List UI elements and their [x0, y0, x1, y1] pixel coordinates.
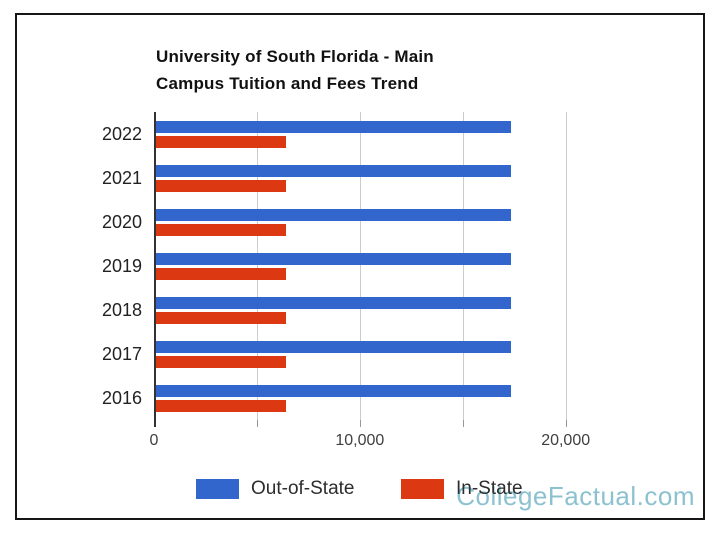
y-axis-label: 2021 [101, 167, 142, 188]
y-axis-label: 2018 [101, 299, 142, 320]
chart-title-line2: Campus Tuition and Fees Trend [156, 74, 419, 93]
bar-row [154, 288, 648, 332]
gridline [256, 112, 258, 420]
bar-rows [154, 112, 648, 420]
bar-row [154, 200, 648, 244]
bar-out-of-state[interactable] [154, 384, 511, 397]
bar-in-state[interactable] [154, 355, 286, 368]
bar-row [154, 244, 648, 288]
legend-item-in-state: In-State [401, 478, 523, 500]
legend-label-in-state: In-State [456, 478, 523, 499]
legend-label-out-of-state: Out-of-State [251, 478, 355, 499]
x-axis-label: 10,000 [335, 432, 385, 449]
legend-item-out-of-state: Out-of-State [196, 478, 355, 500]
bar-in-state[interactable] [154, 399, 286, 412]
bar-out-of-state[interactable] [154, 340, 511, 353]
y-axis-label: 2017 [101, 343, 142, 364]
axis-tick [359, 420, 361, 427]
bar-in-state[interactable] [154, 311, 286, 324]
y-axis-label: 2020 [101, 211, 142, 232]
bar-out-of-state[interactable] [154, 252, 511, 265]
bar-in-state[interactable] [154, 267, 286, 280]
watermark: CollegeFactual.com [456, 481, 695, 511]
legend-swatch-in-state [401, 479, 444, 499]
x-axis-labels: 0 10,000 20,000 [17, 432, 703, 454]
legend-swatch-out-of-state [196, 479, 239, 499]
bar-row [154, 156, 648, 200]
axis-tick [256, 420, 258, 427]
bar-row [154, 376, 648, 420]
bar-out-of-state[interactable] [154, 164, 511, 177]
y-axis-label: 2019 [101, 255, 142, 276]
x-axis-label: 0 [149, 432, 159, 449]
y-axis-label: 2022 [101, 123, 142, 144]
gridline [462, 112, 464, 420]
y-axis-label: 2016 [101, 387, 142, 408]
bar-row [154, 112, 648, 156]
chart-title: University of South Florida - Main Campu… [156, 43, 586, 97]
plot-area [154, 112, 648, 427]
bar-out-of-state[interactable] [154, 296, 511, 309]
bar-in-state[interactable] [154, 135, 286, 148]
bar-out-of-state[interactable] [154, 208, 511, 221]
chart-title-line1: University of South Florida - Main [156, 47, 434, 66]
axis-tick [565, 420, 567, 427]
y-axis-baseline [154, 112, 156, 427]
bar-out-of-state[interactable] [154, 120, 511, 133]
y-axis-labels: 2022 2021 2020 2019 2018 2017 2016 [17, 112, 142, 420]
bar-row [154, 332, 648, 376]
gridline [565, 112, 567, 420]
bar-in-state[interactable] [154, 179, 286, 192]
gridline [359, 112, 361, 420]
x-axis-label: 20,000 [541, 432, 591, 449]
bar-in-state[interactable] [154, 223, 286, 236]
chart-frame: University of South Florida - Main Campu… [15, 13, 705, 520]
axis-tick [462, 420, 464, 427]
